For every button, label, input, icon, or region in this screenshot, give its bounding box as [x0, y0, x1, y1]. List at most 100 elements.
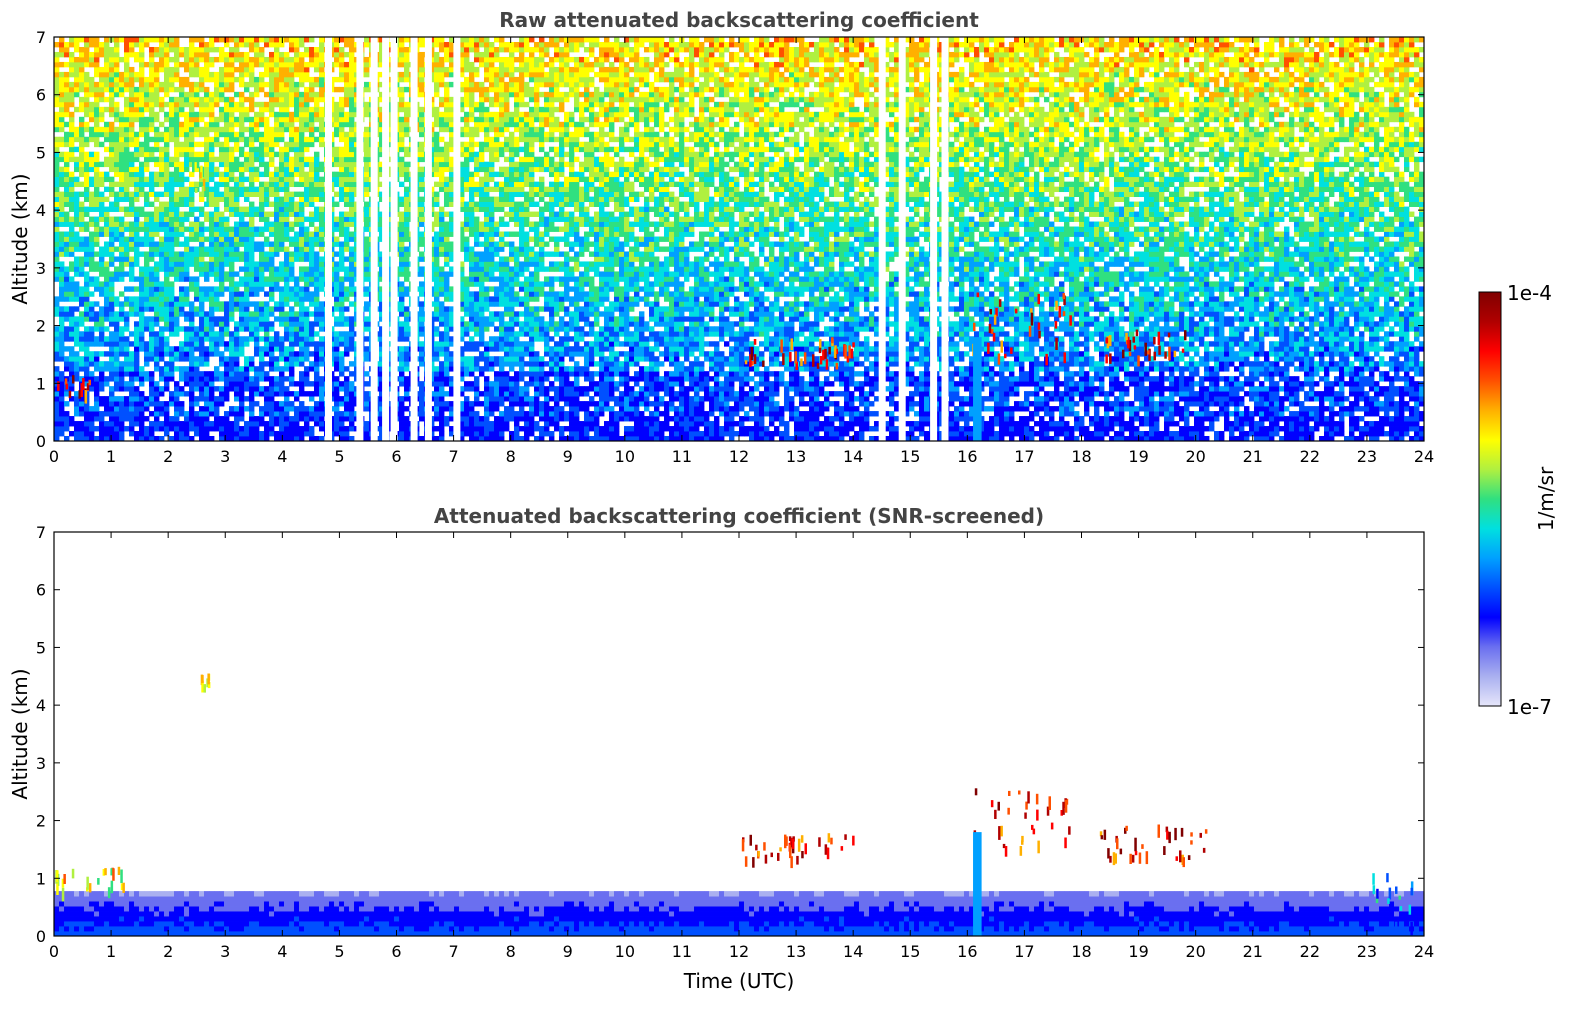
heatmap-cell — [279, 86, 285, 93]
heatmap-cell — [89, 256, 95, 262]
heatmap-cell — [209, 166, 215, 173]
heatmap-cell — [289, 181, 295, 188]
heatmap-cell — [259, 76, 265, 83]
heatmap-cell — [214, 411, 220, 417]
heatmap-cell — [204, 311, 210, 317]
heatmap-cell — [119, 196, 125, 202]
heatmap-cell — [94, 416, 100, 422]
heatmap-cell — [269, 356, 275, 362]
heatmap-cell — [194, 421, 200, 427]
heatmap-cell — [54, 261, 60, 267]
heatmap-cell — [119, 71, 125, 78]
heatmap-cell — [419, 356, 425, 362]
heatmap-cell — [129, 376, 135, 382]
heatmap-cell — [164, 181, 170, 188]
heatmap-cell — [69, 276, 75, 282]
heatmap-cell — [149, 436, 155, 442]
heatmap-cell — [259, 37, 265, 43]
heatmap-cell — [334, 176, 340, 183]
heatmap-cell — [174, 131, 180, 138]
heatmap-cell — [289, 371, 295, 377]
heatmap-cell — [184, 111, 190, 118]
heatmap-cell — [114, 181, 120, 188]
heatmap-cell — [249, 66, 255, 73]
heatmap-cell — [149, 56, 155, 63]
heatmap-cell — [164, 46, 170, 53]
heatmap-cell — [69, 146, 75, 153]
heatmap-cell — [84, 71, 90, 78]
heatmap-cell — [99, 381, 105, 387]
heatmap-cell — [119, 431, 125, 437]
heatmap-cell — [64, 306, 70, 312]
heatmap-cell — [139, 176, 145, 183]
heatmap-cell — [379, 196, 385, 202]
heatmap-cell — [239, 291, 245, 297]
heatmap-cell — [284, 266, 290, 272]
heatmap-cell — [274, 201, 280, 207]
heatmap-cell — [284, 106, 290, 113]
heatmap-cell — [219, 231, 225, 237]
heatmap-cell — [204, 376, 210, 382]
heatmap-cell — [284, 146, 290, 153]
heatmap-cell — [304, 86, 310, 93]
heatmap-cell — [289, 191, 295, 198]
raw-panel-title: Raw attenuated backscattering coefficien… — [499, 8, 979, 32]
heatmap-cell — [319, 86, 325, 93]
heatmap-cell — [144, 91, 150, 98]
heatmap-cell — [239, 176, 245, 183]
heatmap-cell — [139, 411, 145, 417]
heatmap-cell — [124, 326, 130, 332]
heatmap-cell — [289, 76, 295, 83]
heatmap-cell — [209, 196, 215, 202]
heatmap-cell — [254, 186, 260, 193]
heatmap-cell — [129, 46, 135, 53]
heatmap-cell — [224, 106, 230, 113]
heatmap-cell — [134, 421, 140, 427]
heatmap-cell — [399, 431, 405, 437]
heatmap-cell — [154, 296, 160, 302]
heatmap-cell — [204, 61, 210, 68]
heatmap-cell — [204, 226, 210, 232]
heatmap-cell — [179, 271, 185, 277]
heatmap-cell — [229, 356, 235, 362]
heatmap-cell — [309, 366, 315, 372]
heatmap-cell — [204, 331, 210, 337]
heatmap-cell — [259, 316, 265, 322]
heatmap-cell — [169, 356, 175, 362]
heatmap-cell — [319, 236, 325, 242]
heatmap-cell — [279, 376, 285, 382]
heatmap-cell — [159, 181, 165, 188]
heatmap-cell — [174, 76, 180, 83]
heatmap-cell — [259, 136, 265, 143]
heatmap-cell — [249, 256, 255, 262]
heatmap-cell — [404, 216, 410, 222]
heatmap-cell — [194, 336, 200, 342]
heatmap-cell — [79, 56, 85, 63]
heatmap-cell — [339, 421, 345, 427]
heatmap-cell — [184, 346, 190, 352]
heatmap-cell — [244, 156, 250, 163]
heatmap-cell — [349, 126, 355, 133]
heatmap-cell — [154, 191, 160, 198]
heatmap-cell — [334, 386, 340, 392]
heatmap-cell — [134, 366, 140, 372]
heatmap-cell — [194, 101, 200, 108]
heatmap-cell — [89, 236, 95, 242]
heatmap-cell — [364, 181, 370, 188]
heatmap-cell — [149, 231, 155, 237]
heatmap-cell — [269, 336, 275, 342]
heatmap-cell — [224, 396, 230, 402]
heatmap-cell — [299, 116, 305, 123]
heatmap-cell — [279, 131, 285, 138]
heatmap-cell — [269, 41, 275, 48]
heatmap-cell — [284, 366, 290, 372]
heatmap-cell — [274, 306, 280, 312]
heatmap-cell — [89, 316, 95, 322]
heatmap-cell — [254, 326, 260, 332]
heatmap-cell — [319, 46, 325, 53]
heatmap-cell — [279, 126, 285, 133]
heatmap-cell — [179, 241, 185, 247]
heatmap-cell — [339, 226, 345, 232]
heatmap-cell — [264, 311, 270, 317]
heatmap-cell — [349, 156, 355, 163]
